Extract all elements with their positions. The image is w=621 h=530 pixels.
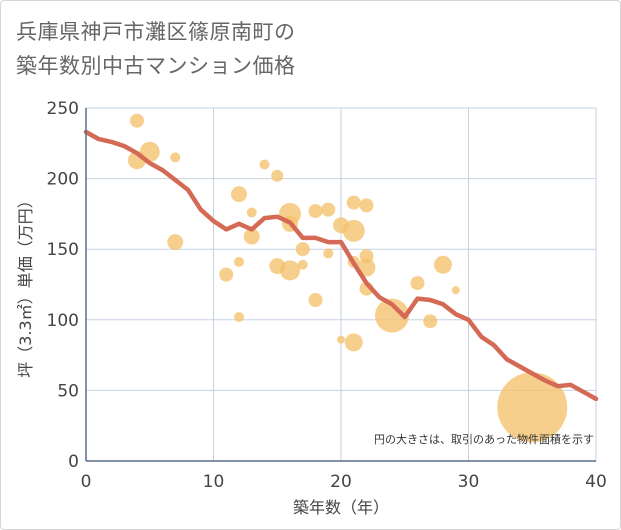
bubble-point	[337, 335, 345, 344]
x-tick-label: 10	[203, 472, 225, 492]
bubble-point	[308, 204, 323, 219]
bubble-point	[295, 242, 310, 257]
chart-title: 兵庫県神戸市灘区篠原南町の 築年数別中古マンション価格	[16, 15, 296, 83]
bubble-point	[234, 256, 244, 267]
y-tick-label: 250	[47, 99, 79, 119]
bubble-point	[280, 260, 300, 281]
bubble-point	[297, 259, 308, 270]
y-tick-label: 0	[68, 452, 79, 472]
x-axis-title: 築年数（年）	[293, 498, 389, 517]
bubble-point	[231, 186, 247, 203]
trend-line-series	[83, 129, 599, 402]
size-legend-note: 円の大きさは、取引のあった物件面積を示す	[374, 432, 594, 446]
bubble-series	[128, 113, 568, 443]
bubble-point	[259, 159, 270, 170]
y-tick-label: 50	[57, 381, 79, 401]
axes	[85, 108, 596, 462]
bubble-point	[243, 228, 260, 245]
bubble-point	[271, 169, 284, 182]
chart-title-line-1: 兵庫県神戸市灘区篠原南町の	[16, 20, 296, 44]
x-tick-label: 20	[330, 472, 352, 492]
bubble-point	[323, 248, 334, 259]
bubble-point	[423, 314, 438, 329]
bubble-point	[434, 255, 452, 274]
y-axis-title: 坪（3.3㎡）単価（万円）	[16, 192, 35, 377]
bubble-point	[321, 202, 336, 217]
bubble-point	[375, 298, 409, 333]
y-tick-label: 100	[47, 311, 79, 331]
bubble-point	[359, 198, 374, 213]
x-tick-label: 0	[81, 472, 92, 492]
bubble-point	[410, 276, 425, 291]
bubble-point	[246, 207, 257, 218]
bubble-point	[219, 267, 234, 282]
bubble-point	[344, 333, 363, 352]
y-tick-label: 150	[47, 240, 79, 260]
tick-labels: 0 10 20 30 40 0 50 100 150 200 250	[47, 99, 607, 492]
x-tick-label: 30	[458, 472, 480, 492]
bubble-point	[167, 234, 184, 251]
bubble-point	[308, 293, 323, 308]
bubble-point	[170, 152, 181, 163]
bubble-point	[130, 113, 144, 128]
y-tick-label: 200	[47, 170, 79, 190]
chart-title-line-2: 築年数別中古マンション価格	[16, 54, 296, 78]
trend-line	[83, 129, 599, 402]
bubble-point	[451, 286, 460, 295]
x-tick-label: 40	[585, 472, 607, 492]
bubble-point	[234, 311, 244, 322]
bubble-point	[497, 372, 568, 443]
bubble-point	[346, 195, 361, 210]
bubble-point	[342, 219, 365, 242]
